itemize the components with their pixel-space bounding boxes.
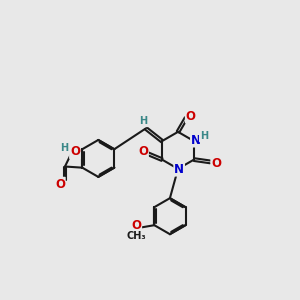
Text: O: O <box>138 146 148 158</box>
Text: N: N <box>191 134 201 147</box>
Text: O: O <box>211 157 221 169</box>
Text: H: H <box>140 116 148 127</box>
Text: H: H <box>200 131 208 142</box>
Text: O: O <box>186 110 196 123</box>
Text: H: H <box>60 143 68 153</box>
Text: O: O <box>70 145 80 158</box>
Text: O: O <box>131 219 141 232</box>
Text: CH₃: CH₃ <box>127 231 146 241</box>
Text: O: O <box>55 178 65 190</box>
Text: N: N <box>174 163 184 176</box>
